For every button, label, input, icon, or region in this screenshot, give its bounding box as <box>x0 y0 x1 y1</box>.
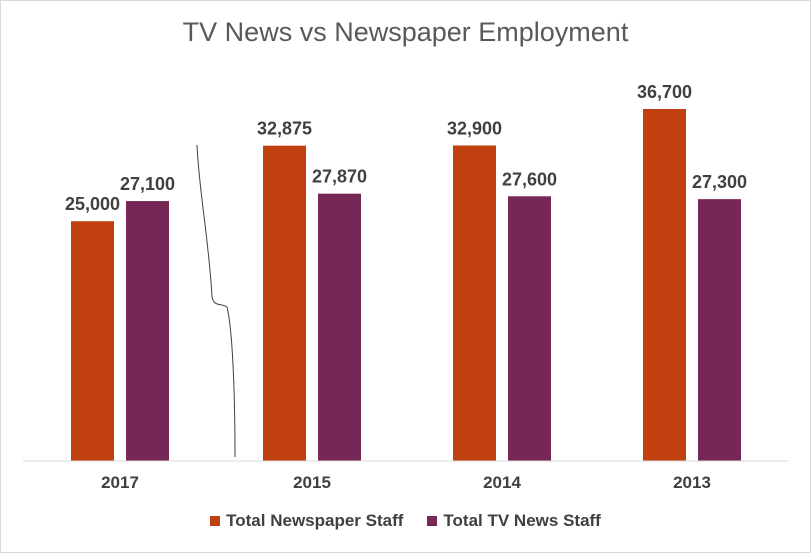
chart-title: TV News vs Newspaper Employment <box>182 17 629 47</box>
bar-tv-news-2013 <box>698 199 741 462</box>
data-label-newspaper-2017: 25,000 <box>65 194 120 214</box>
legend: Total Newspaper Staff Total TV News Staf… <box>1 511 810 531</box>
legend-label-tv-news: Total TV News Staff <box>443 511 601 530</box>
bar-newspaper-2017 <box>71 221 114 461</box>
legend-swatch-newspaper <box>210 516 221 526</box>
data-label-newspaper-2013: 36,700 <box>637 82 692 102</box>
bar-tv-news-2014 <box>508 196 551 462</box>
data-label-tv-news-2014: 27,600 <box>502 169 557 189</box>
x-tick-label-2014: 2014 <box>483 473 521 492</box>
data-label-tv-news-2015: 27,870 <box>312 167 367 187</box>
data-label-tv-news-2017: 27,100 <box>120 174 175 194</box>
data-label-newspaper-2015: 32,875 <box>257 119 312 139</box>
bar-newspaper-2013 <box>643 109 686 461</box>
data-label-newspaper-2014: 32,900 <box>447 118 502 138</box>
legend-label-newspaper: Total Newspaper Staff <box>226 511 404 530</box>
bar-tv-news-2017 <box>126 201 169 461</box>
bar-tv-news-2015 <box>318 193 361 461</box>
bar-newspaper-2015 <box>263 145 306 461</box>
x-tick-label-2017: 2017 <box>101 473 139 492</box>
data-label-tv-news-2013: 27,300 <box>692 172 747 192</box>
legend-item-newspaper: Total Newspaper Staff <box>210 511 403 531</box>
bar-newspaper-2014 <box>453 145 496 461</box>
legend-item-tv-news: Total TV News Staff <box>427 511 601 531</box>
x-tick-label-2013: 2013 <box>673 473 711 492</box>
x-tick-label-2015: 2015 <box>293 473 331 492</box>
axis-break-line <box>196 144 236 458</box>
legend-swatch-tv-news <box>427 516 438 526</box>
